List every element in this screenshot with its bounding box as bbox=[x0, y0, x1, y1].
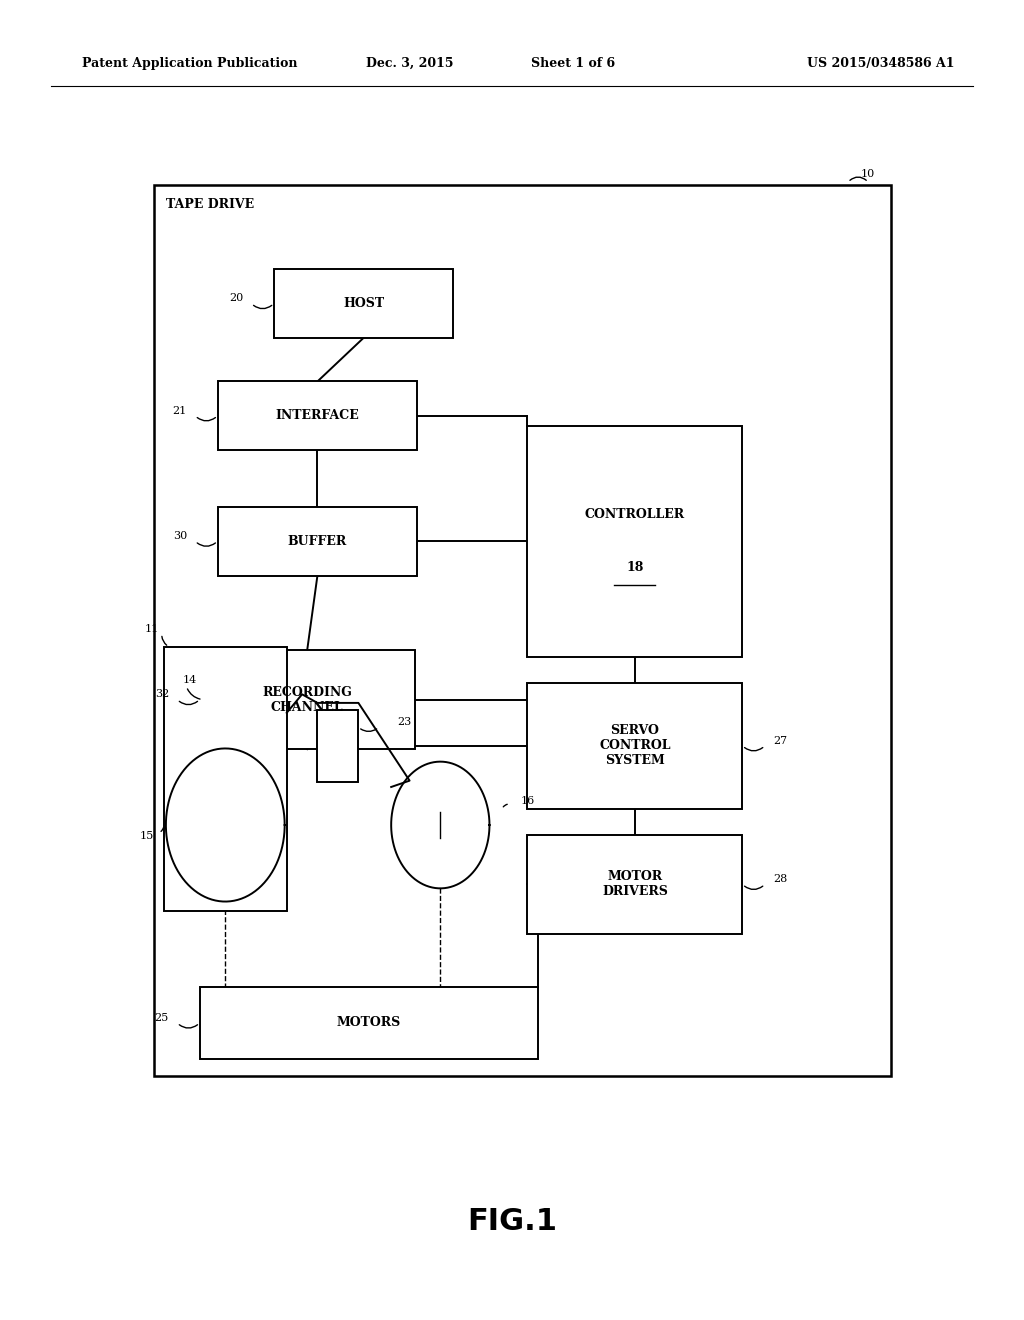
Text: 23: 23 bbox=[397, 717, 412, 727]
Text: MOTORS: MOTORS bbox=[337, 1016, 400, 1030]
Text: FIG.1: FIG.1 bbox=[467, 1206, 557, 1236]
Text: 18: 18 bbox=[627, 561, 643, 574]
FancyBboxPatch shape bbox=[527, 682, 742, 808]
FancyBboxPatch shape bbox=[217, 507, 418, 576]
Text: 20: 20 bbox=[229, 293, 243, 304]
Text: INTERFACE: INTERFACE bbox=[275, 409, 359, 422]
Text: Dec. 3, 2015: Dec. 3, 2015 bbox=[366, 57, 454, 70]
Text: SERVO
CONTROL
SYSTEM: SERVO CONTROL SYSTEM bbox=[599, 725, 671, 767]
Text: 10: 10 bbox=[860, 169, 874, 180]
Text: RECORDING
CHANNEL: RECORDING CHANNEL bbox=[262, 685, 352, 714]
Text: 30: 30 bbox=[173, 531, 186, 541]
FancyBboxPatch shape bbox=[273, 269, 453, 338]
Text: 27: 27 bbox=[773, 735, 787, 746]
Text: US 2015/0348586 A1: US 2015/0348586 A1 bbox=[807, 57, 954, 70]
FancyBboxPatch shape bbox=[200, 651, 415, 750]
Text: Sheet 1 of 6: Sheet 1 of 6 bbox=[531, 57, 615, 70]
FancyBboxPatch shape bbox=[527, 834, 742, 935]
FancyBboxPatch shape bbox=[317, 710, 358, 781]
Text: 15: 15 bbox=[139, 830, 154, 841]
Text: 14: 14 bbox=[182, 675, 197, 685]
Text: TAPE DRIVE: TAPE DRIVE bbox=[166, 198, 254, 211]
Text: MOTOR
DRIVERS: MOTOR DRIVERS bbox=[602, 870, 668, 899]
Text: 25: 25 bbox=[155, 1012, 169, 1023]
FancyBboxPatch shape bbox=[200, 987, 538, 1059]
Text: 32: 32 bbox=[155, 689, 169, 700]
Text: CONTROLLER: CONTROLLER bbox=[585, 508, 685, 521]
Text: BUFFER: BUFFER bbox=[288, 535, 347, 548]
Text: 16: 16 bbox=[520, 796, 535, 807]
FancyBboxPatch shape bbox=[164, 647, 287, 911]
FancyBboxPatch shape bbox=[527, 425, 742, 657]
Text: 11: 11 bbox=[144, 623, 159, 634]
Text: 28: 28 bbox=[773, 874, 787, 884]
Text: Patent Application Publication: Patent Application Publication bbox=[82, 57, 297, 70]
Text: 21: 21 bbox=[173, 405, 186, 416]
Text: HOST: HOST bbox=[343, 297, 384, 310]
FancyBboxPatch shape bbox=[217, 381, 418, 450]
